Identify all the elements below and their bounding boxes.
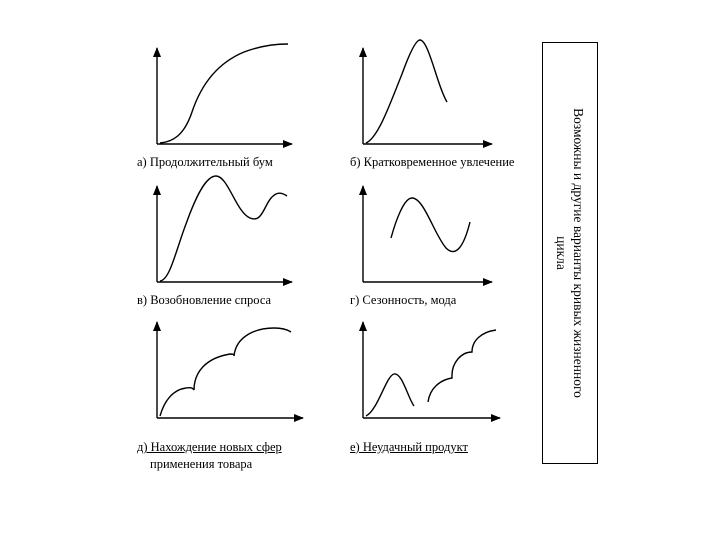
panel-a-graph [153,43,293,148]
side-title-line2: цикла [554,236,569,270]
panel-e-curve [159,327,292,417]
panel-e-caption: д) Нахождение новых сфер [137,440,282,454]
panel-d-caption: г) Сезонность, мода [350,293,457,307]
panel-e-caption-line2: применения товара [150,457,253,471]
panel-c-graph [153,175,293,286]
panel-e-graph [153,321,304,422]
panel-d-graph [359,185,493,286]
panel-a-curve [159,43,289,144]
panel-f-curve-2 [427,329,497,403]
panel-c-curve [159,175,288,282]
panel-b-caption: б) Кратковременное увлечение [350,155,515,169]
panel-f-curve-1 [365,373,415,417]
panel-f-caption: е) Неудачный продукт [350,440,468,454]
panel-d-curve [390,197,471,253]
panel-c-caption: в) Возобновление спроса [137,293,272,307]
panel-f-graph [359,321,501,422]
side-title-box [542,42,598,464]
panel-a-caption: а) Продолжительный бум [137,155,273,169]
panel-b-curve [365,39,448,144]
panel-b-graph [359,39,493,148]
side-title: Возможны и другие варианты кривых жизнен… [553,53,587,453]
side-title-line1: Возможны и другие варианты кривых жизнен… [571,108,586,398]
